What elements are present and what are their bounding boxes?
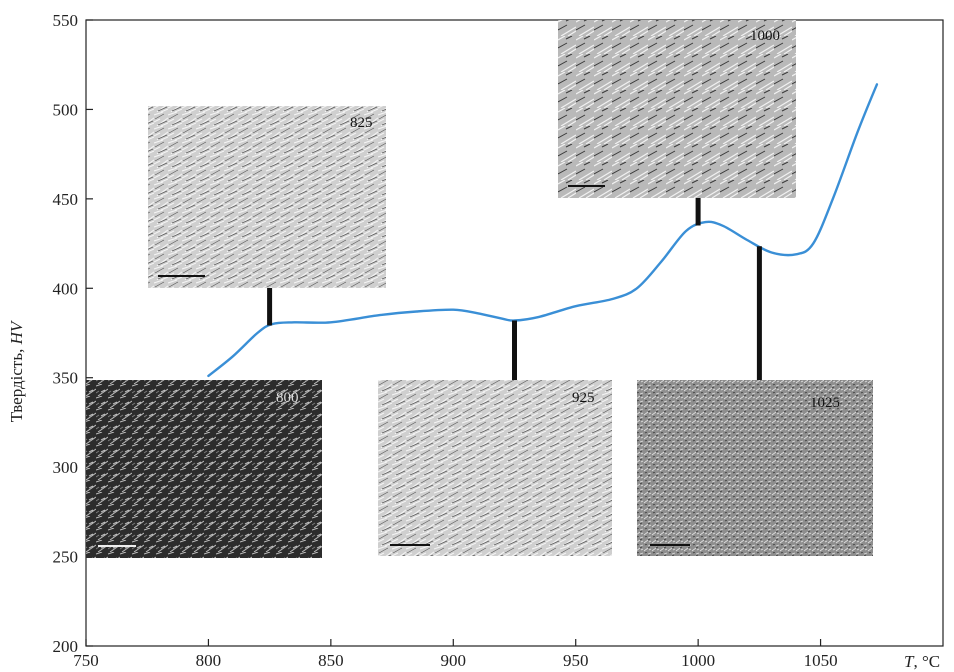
y-axis: 200 250 300 350 400 450 500 550 xyxy=(53,11,93,656)
x-tick-label: 950 xyxy=(563,651,589,670)
plot-border xyxy=(85,19,944,647)
micrograph-925-image xyxy=(378,380,612,556)
micrograph-825-label: 825 xyxy=(350,115,373,131)
micrograph-1025: 1025 xyxy=(637,380,873,556)
hardness-curve xyxy=(207,83,879,378)
micrograph-825-image xyxy=(148,106,386,288)
x-tick-label: 800 xyxy=(196,651,222,670)
y-tick-label: 200 xyxy=(53,637,79,656)
y-tick-label: 300 xyxy=(53,458,79,477)
x-axis: 750 800 850 900 950 1000 1050 xyxy=(73,639,838,670)
x-tick-label: 1000 xyxy=(681,651,715,670)
micrograph-1025-image xyxy=(637,380,873,556)
y-tick-label: 500 xyxy=(53,100,79,119)
micrograph-925: 925 xyxy=(378,380,612,556)
micrograph-connectors xyxy=(267,198,762,380)
y-tick-label: 250 xyxy=(53,548,79,567)
y-tick-label: 350 xyxy=(53,369,79,388)
y-tick-label: 550 xyxy=(53,11,79,30)
plot-frame xyxy=(85,19,944,647)
micrograph-800-label: 800 xyxy=(276,390,299,406)
micrograph-1025-label: 1025 xyxy=(810,395,840,411)
micrograph-825: 825 xyxy=(148,106,386,288)
micrograph-800: 800 xyxy=(86,380,322,558)
y-axis-title: Твердість, HV xyxy=(7,319,26,422)
x-tick-label: 850 xyxy=(318,651,344,670)
micrograph-1000-label: 1000 xyxy=(750,28,780,44)
x-tick-label: 900 xyxy=(441,651,467,670)
x-axis-title: T, °C xyxy=(904,652,940,671)
y-tick-label: 450 xyxy=(53,190,79,209)
micrograph-800-image xyxy=(86,380,322,558)
micrograph-1000-image xyxy=(558,20,796,198)
micrograph-925-label: 925 xyxy=(572,390,595,406)
y-tick-label: 400 xyxy=(53,279,79,298)
x-tick-label: 1050 xyxy=(804,651,838,670)
x-tick-label: 750 xyxy=(73,651,99,670)
micrograph-1000: 1000 xyxy=(558,20,796,198)
